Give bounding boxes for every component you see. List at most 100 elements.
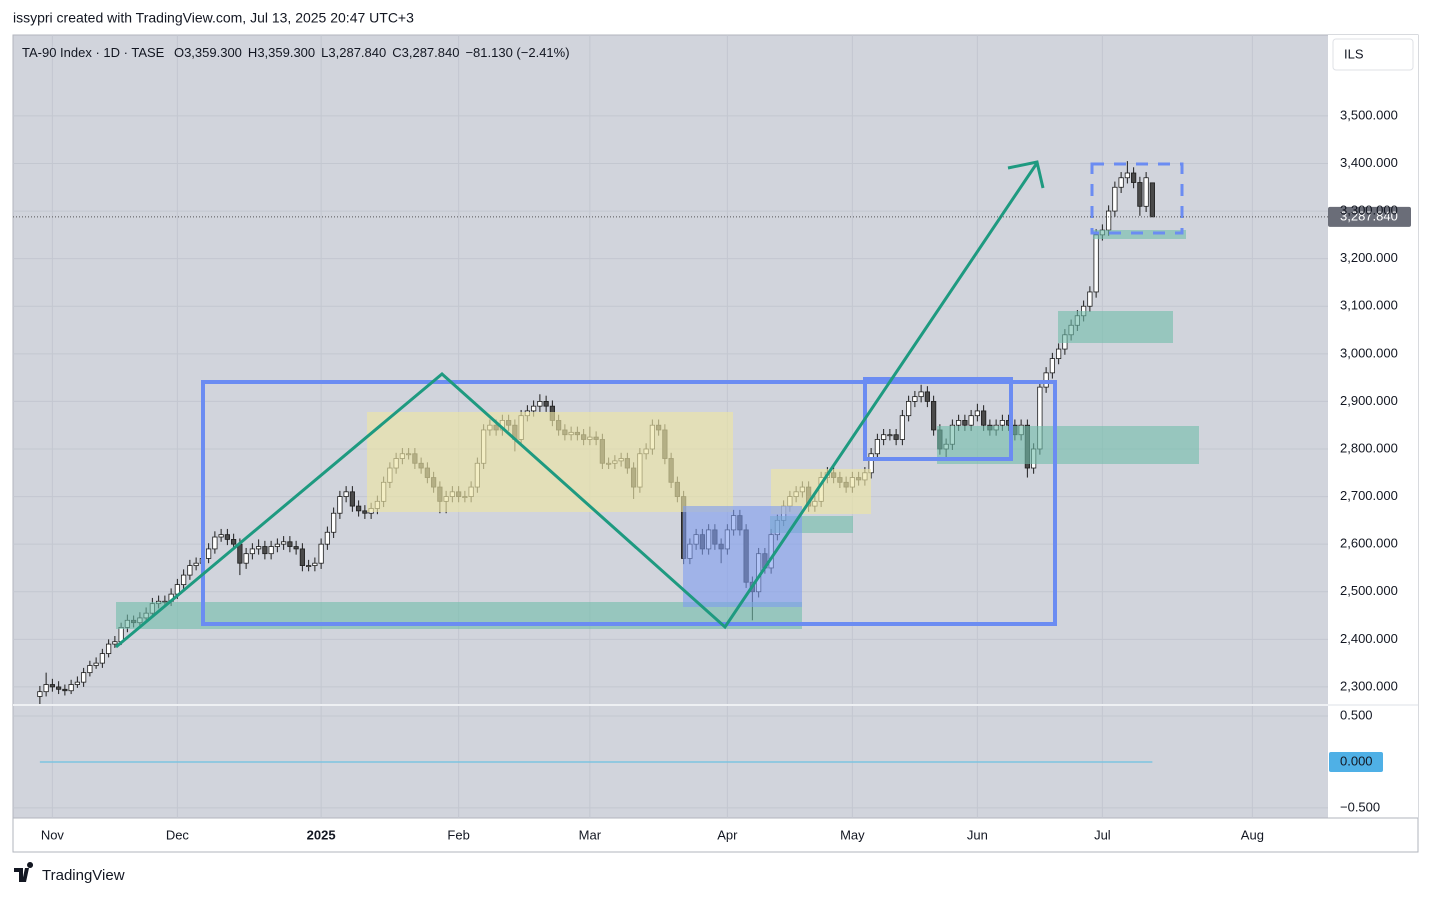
candle-body (893, 434, 899, 440)
y-tick-label: 2,600.000 (1340, 536, 1398, 551)
candle-body (349, 491, 355, 507)
candle-body (1106, 210, 1112, 231)
candle-body (1137, 182, 1143, 207)
candle-body (968, 415, 974, 426)
indicator-tick-label: 0.500 (1340, 707, 1373, 722)
candle-body (306, 565, 312, 567)
candle-body (181, 574, 187, 586)
candle-body (262, 546, 268, 555)
candle-body (287, 541, 293, 547)
candle-body (874, 439, 880, 455)
candle-body (81, 672, 87, 683)
candle-body (1143, 177, 1149, 207)
candle-body (324, 531, 330, 545)
y-tick-label: 2,300.000 (1340, 678, 1398, 693)
y-tick-label: 3,300.000 (1340, 203, 1398, 218)
candle-body (924, 391, 930, 402)
currency-button[interactable] (1332, 38, 1414, 71)
candle-body (1049, 358, 1055, 374)
legend-value: 3,287.840 (328, 45, 386, 60)
candle-body (106, 643, 112, 655)
candle-body (918, 391, 924, 398)
x-tick-label: 2025 (307, 827, 336, 842)
x-tick-label: May (840, 827, 865, 842)
x-tick-label: Dec (166, 827, 190, 842)
candle-body (206, 548, 212, 559)
candle-body (274, 543, 280, 547)
logo-mark (14, 862, 34, 882)
candle-body (1118, 177, 1124, 188)
candle-body (1149, 182, 1155, 218)
indicator-tick-label: −0.500 (1340, 799, 1380, 814)
y-tick-label: 3,200.000 (1340, 250, 1398, 265)
legend-value: 3,359.300 (257, 45, 315, 60)
candle-body (187, 565, 193, 576)
candle-body (1124, 172, 1130, 179)
overlay: 0.000 3,287.840 (13, 206, 1411, 772)
x-tick-label: Nov (41, 827, 65, 842)
candle-body (43, 684, 49, 693)
candle-body (68, 684, 74, 692)
accumulation-zone (683, 506, 802, 607)
candle-body (56, 686, 62, 690)
x-tick-label: Feb (447, 827, 469, 842)
x-tick-label: Aug (1241, 827, 1264, 842)
indicator-value-box (1329, 751, 1383, 772)
arrow-head (1007, 160, 1045, 189)
candle-body (93, 662, 99, 666)
legend-change: −81.130 (−2.41%) (465, 45, 569, 60)
candle-body (231, 539, 237, 545)
candle-body (974, 410, 980, 417)
candle-body (293, 546, 299, 550)
legend-value: 3,287.840 (402, 45, 460, 60)
support-zone (1058, 311, 1173, 343)
time-scale (12, 817, 1419, 853)
candle-body (1087, 291, 1093, 307)
candle-body (1093, 234, 1099, 293)
candle-body (331, 512, 337, 533)
candle-body (224, 534, 230, 540)
candle-body (868, 453, 874, 474)
y-tick-label: 3,400.000 (1340, 155, 1398, 170)
y-tick-label: 2,500.000 (1340, 583, 1398, 598)
candle-body (337, 496, 343, 514)
candle-body (1043, 372, 1049, 388)
candle-body (999, 420, 1005, 426)
candle-body (318, 543, 324, 564)
last-price-box (1328, 206, 1411, 227)
y-tick-label: 2,700.000 (1340, 488, 1398, 503)
candle-body (49, 684, 55, 688)
drawings (115, 160, 1199, 649)
brand: TradingView (42, 867, 125, 884)
candle-body (887, 434, 893, 437)
symbol: TA-90 Index · 1D · TASE (22, 45, 165, 60)
candle-body (1056, 348, 1062, 359)
candle-body (62, 688, 68, 692)
y-tick-label: 2,900.000 (1340, 393, 1398, 408)
candle-body (87, 665, 93, 674)
candle-body (906, 401, 912, 417)
candle-body (343, 491, 349, 497)
candle-body (74, 681, 80, 685)
candle-body (962, 420, 968, 426)
candle-body (37, 691, 43, 697)
candle-body (537, 401, 543, 407)
candle-body (1131, 172, 1137, 183)
candle-body (99, 653, 105, 664)
candle-body (912, 396, 918, 402)
candle-body (531, 405, 537, 412)
x-tick-label: Apr (717, 827, 738, 842)
candle-body (881, 434, 887, 440)
range-box (201, 380, 1057, 626)
legend-key: L (321, 45, 328, 60)
candle-body (112, 641, 118, 645)
candle-body (1112, 186, 1118, 212)
range-zone (367, 412, 733, 512)
currency[interactable]: ILS (1344, 46, 1364, 61)
y-tick-label: 3,100.000 (1340, 298, 1398, 313)
candle-body (218, 534, 224, 538)
candle-body (356, 505, 362, 512)
logo (14, 862, 34, 882)
candle-body (299, 548, 305, 566)
